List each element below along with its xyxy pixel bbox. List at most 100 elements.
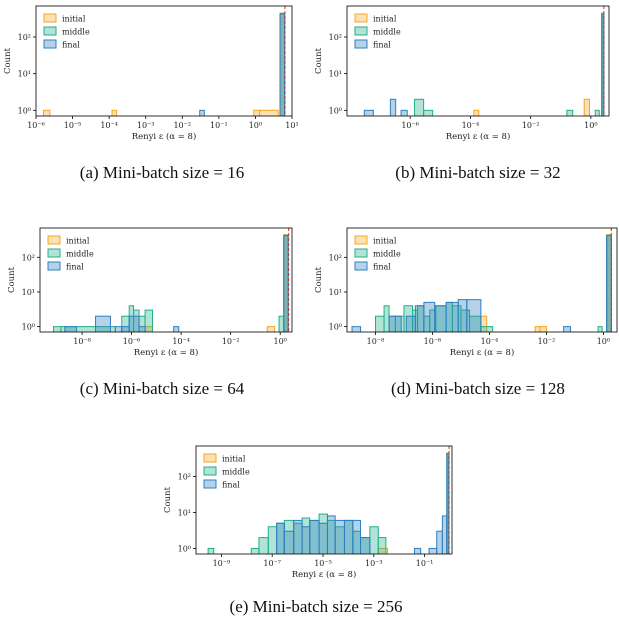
subplot-a: 10⁻⁶ 10⁻⁵ 10⁻⁴ 10⁻³ 10⁻² 10⁻¹ 10⁰ 10¹ 10⁰ 10¹ 10² R… <box>3 5 299 182</box>
bar-middle <box>258 537 269 554</box>
bar-initial <box>253 109 261 116</box>
x-tick-label: 10⁻³ <box>137 121 155 130</box>
bar-final <box>413 547 422 554</box>
bar-final <box>360 537 371 554</box>
y-tick-label: 10¹ <box>18 70 31 79</box>
y-tick-label: 10² <box>18 33 31 42</box>
x-tick-label: 10⁰ <box>273 337 286 346</box>
bar-initial <box>534 326 541 332</box>
bar-middle <box>374 315 385 332</box>
legend-label-final: final <box>373 41 391 50</box>
y-tick-label: 10² <box>178 472 191 481</box>
x-tick-label: 10⁻⁴ <box>481 337 499 346</box>
legend-label-final: final <box>222 481 240 490</box>
bar-initial <box>259 109 279 116</box>
legend-swatch-initial <box>354 235 368 245</box>
legend-label-initial: initial <box>373 15 397 24</box>
legend-swatch-final <box>354 261 368 271</box>
legend: initial middle final <box>354 13 401 50</box>
axes-frame <box>39 227 293 333</box>
bar-middle <box>480 326 494 332</box>
bar-final <box>128 315 140 332</box>
subplot-caption: (d) Mini-batch size = 128 <box>391 379 565 398</box>
y-tick-label: 10² <box>329 253 342 262</box>
bar-final <box>446 453 450 554</box>
legend-label-middle: middle <box>373 250 401 259</box>
x-tick-label: 10⁻⁴ <box>462 121 480 130</box>
bar-final <box>343 519 354 554</box>
subplot-e: 10⁻⁹ 10⁻⁷ 10⁻⁵ 10⁻³ 10⁻¹ 10⁰ 10¹ 10² Renyi ε (α … <box>163 445 453 616</box>
plot-area <box>52 228 290 332</box>
bar-final <box>352 519 362 554</box>
x-tick-label: 10⁻² <box>538 337 556 346</box>
x-tick-label: 10⁻⁴ <box>172 337 190 346</box>
y-tick-label: 10⁰ <box>178 544 191 553</box>
y-axis-label: Count <box>314 47 324 74</box>
bar-final <box>283 530 295 554</box>
bar-final <box>405 315 416 332</box>
bar-final <box>457 299 468 332</box>
bar-final <box>428 547 438 554</box>
bar-middle <box>52 326 62 332</box>
axes-frame <box>195 445 453 555</box>
bar-initial <box>42 109 51 116</box>
y-axis-label: Count <box>3 47 13 74</box>
subplot-caption: (e) Mini-batch size = 256 <box>230 597 403 616</box>
bar-middle <box>423 109 434 116</box>
bar-final <box>334 519 345 554</box>
x-tick-label: 10⁻¹ <box>416 559 434 568</box>
bar-final <box>363 109 374 116</box>
legend-swatch-final <box>203 479 217 489</box>
subplot-b: 10⁻⁶ 10⁻⁴ 10⁻² 10⁰ 10⁰ 10¹ 10² Renyi ε (α = 8) C… <box>314 5 610 182</box>
legend-label-middle: middle <box>222 468 250 477</box>
x-tick-label: 10⁻⁶ <box>424 337 442 346</box>
bar-final <box>563 326 572 332</box>
x-tick-label: 10⁻² <box>522 121 540 130</box>
bar-final <box>283 234 289 332</box>
legend-swatch-initial <box>203 453 217 463</box>
legend-label-middle: middle <box>66 250 94 259</box>
legend: initial middle final <box>354 235 401 272</box>
bar-final <box>276 522 285 554</box>
bar-initial <box>473 109 480 116</box>
y-axis-label: Count <box>163 486 173 513</box>
subplot-d: 10⁻⁸ 10⁻⁶ 10⁻⁴ 10⁻² 10⁰ 10⁰ 10¹ 10² Renyi ε (α =… <box>314 227 618 398</box>
bar-final <box>400 109 408 116</box>
bar-final <box>318 522 328 554</box>
x-tick-label: 10⁻⁶ <box>27 121 45 130</box>
y-tick-label: 10² <box>329 33 342 42</box>
legend-swatch-initial <box>43 13 57 23</box>
x-axis-label: Renyi ε (α = 8) <box>292 569 357 580</box>
legend-swatch-middle <box>354 26 368 36</box>
x-tick-label: 10⁰ <box>597 337 610 346</box>
legend-label-final: final <box>62 41 80 50</box>
legend-label-initial: initial <box>62 15 86 24</box>
y-axis-label: Count <box>7 266 17 293</box>
bar-final <box>293 519 303 554</box>
axes-frame <box>346 5 610 117</box>
x-tick-label: 10⁻⁵ <box>314 559 332 568</box>
bar-final <box>114 326 123 332</box>
bar-middle <box>144 309 154 332</box>
x-tick-label: 10⁰ <box>249 121 262 130</box>
bar-final <box>436 530 443 554</box>
bar-middle <box>267 526 278 554</box>
bar-initial <box>266 326 276 332</box>
y-tick-label: 10¹ <box>22 288 35 297</box>
x-tick-label: 10⁻⁷ <box>263 559 281 568</box>
bar-final <box>441 515 448 554</box>
x-axis-label: Renyi ε (α = 8) <box>132 131 197 142</box>
y-tick-label: 10⁰ <box>18 106 31 115</box>
axes-frame <box>346 227 618 333</box>
y-tick-label: 10⁰ <box>329 323 342 332</box>
legend: initial middle final <box>203 453 250 490</box>
bar-initial <box>111 109 118 116</box>
legend-swatch-initial <box>47 235 61 245</box>
y-tick-label: 10¹ <box>329 70 342 79</box>
bar-final <box>389 98 397 116</box>
legend-swatch-final <box>354 39 368 49</box>
bar-final <box>434 305 447 332</box>
x-tick-label: 10⁻⁸ <box>367 337 385 346</box>
x-tick-label: 10⁻⁶ <box>123 337 141 346</box>
bar-final <box>173 326 180 332</box>
